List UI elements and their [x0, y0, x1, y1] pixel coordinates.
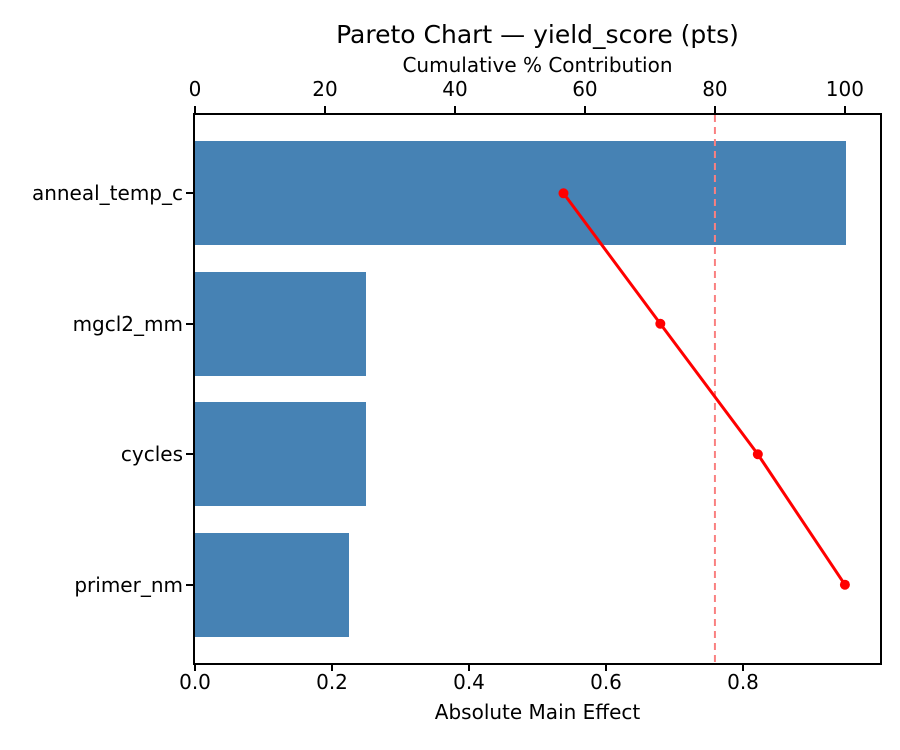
chart-title: Pareto Chart — yield_score (pts)	[336, 20, 739, 49]
top-tick-label-60: 60	[572, 77, 598, 101]
cumulative-marker-primer_nm	[839, 579, 850, 590]
bottom-tick-label-0.2: 0.2	[316, 670, 348, 694]
y-tick-mark	[186, 453, 193, 456]
y-tick-mark	[186, 583, 193, 586]
top-axis-label: Cumulative % Contribution	[402, 53, 673, 77]
y-tick-label-anneal_temp_c: anneal_temp_c	[31, 181, 183, 206]
bottom-tick-label-0.4: 0.4	[453, 670, 485, 694]
top-tick-mark	[194, 106, 196, 113]
bottom-tick-mark	[331, 664, 333, 671]
top-tick-label-100: 100	[825, 77, 864, 101]
bottom-tick-mark	[194, 664, 196, 671]
top-tick-mark	[323, 106, 326, 113]
bottom-tick-label-0.8: 0.8	[727, 670, 759, 694]
bottom-tick-mark	[468, 664, 470, 671]
y-tick-label-primer_nm: primer_nm	[74, 572, 183, 597]
y-tick-mark	[186, 192, 193, 195]
bottom-axis-label: Absolute Main Effect	[434, 700, 641, 724]
bar-mgcl2_mm	[195, 271, 367, 376]
y-tick-mark	[186, 322, 193, 325]
top-tick-label-20: 20	[312, 77, 338, 101]
top-tick-mark	[453, 106, 456, 113]
plot-area	[193, 113, 882, 665]
top-tick-label-80: 80	[702, 77, 728, 101]
cumulative-marker-cycles	[752, 449, 763, 460]
top-tick-mark	[583, 106, 586, 113]
y-tick-label-cycles: cycles	[120, 442, 183, 467]
bar-anneal_temp_c	[195, 141, 846, 246]
y-tick-label-mgcl2_mm: mgcl2_mm	[72, 311, 183, 336]
bar-cycles	[195, 402, 367, 507]
top-tick-label-0: 0	[188, 77, 202, 101]
bar-primer_nm	[195, 532, 350, 637]
bottom-tick-mark	[742, 664, 744, 671]
top-tick-mark	[843, 106, 846, 113]
bottom-tick-mark	[605, 664, 607, 671]
top-tick-mark	[713, 106, 716, 113]
bottom-tick-label-0.0: 0.0	[179, 670, 211, 694]
bottom-tick-label-0.6: 0.6	[590, 670, 622, 694]
cumulative-line-path	[562, 192, 847, 586]
cumulative-marker-mgcl2_mm	[655, 318, 666, 329]
top-tick-label-40: 40	[442, 77, 468, 101]
